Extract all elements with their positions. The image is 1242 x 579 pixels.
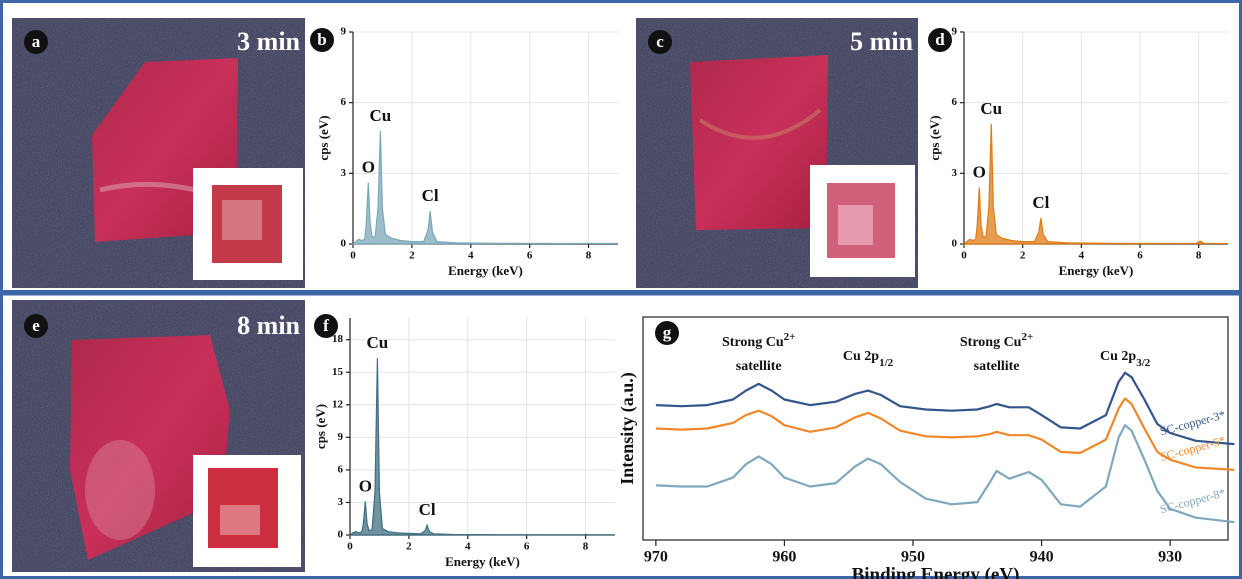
x-tick-label: 970 — [644, 549, 668, 566]
panel-label: c — [656, 32, 664, 51]
panel-label: g — [663, 323, 672, 342]
photo — [12, 18, 305, 288]
peak-label: Cl — [419, 500, 436, 519]
y-tick-label: 12 — [332, 398, 344, 410]
spectrum — [962, 123, 1229, 245]
peak-label-text: Strong Cu — [722, 335, 784, 350]
panel-badge — [24, 314, 48, 338]
y-axis-title: cps (eV) — [927, 115, 942, 160]
y-tick-label: 6 — [341, 96, 347, 108]
x-tick-label: 0 — [961, 250, 967, 262]
y-tick-label: 6 — [952, 96, 958, 108]
x-tick-label: 4 — [1079, 250, 1085, 262]
y-tick-label: 3 — [952, 167, 958, 179]
peak-label: Strong Cu2+ — [960, 331, 1033, 351]
peak-label-text: Cu 2p — [843, 349, 879, 364]
y-tick-label: 15 — [332, 366, 344, 378]
peak-label-sup: 2+ — [1021, 331, 1033, 343]
panel-badge — [655, 321, 679, 345]
series-line — [655, 424, 1235, 524]
y-tick-label: 0 — [952, 238, 958, 250]
y-axis-title: cps (eV) — [316, 115, 331, 160]
x-tick-label: 950 — [901, 549, 925, 566]
peak-label-sub: 1/2 — [879, 357, 894, 369]
panel-badge — [648, 30, 672, 54]
panel-badge — [310, 28, 334, 52]
photo-caption: 8 min — [237, 311, 300, 340]
x-tick-label: 6 — [1137, 250, 1143, 262]
x-tick-label: 2 — [1020, 250, 1026, 262]
spectrum — [348, 358, 616, 536]
panel-label: f — [323, 316, 329, 335]
frame — [0, 0, 1242, 293]
x-tick-label: 960 — [772, 549, 796, 566]
peak-label-sup: 2+ — [784, 331, 796, 343]
plot-area — [350, 318, 615, 535]
peak-label: Strong Cu2+ — [722, 331, 795, 351]
peak-label: O — [359, 476, 372, 495]
x-tick-label: 4 — [465, 541, 471, 553]
panel-badge — [314, 314, 338, 338]
x-tick-label: 2 — [409, 250, 415, 262]
peak-label: O — [362, 158, 375, 177]
y-tick-label: 3 — [341, 167, 347, 179]
y-tick-label: 0 — [341, 238, 347, 250]
photo-caption: 3 min — [237, 27, 300, 56]
y-axis-title: Intensity (a.u.) — [617, 372, 638, 485]
y-tick-label: 9 — [338, 431, 344, 443]
peak-label: Cu — [980, 99, 1002, 118]
x-axis-title: Energy (keV) — [445, 554, 520, 569]
plot-area — [964, 32, 1228, 244]
frame — [0, 292, 1242, 579]
x-tick-label: 8 — [1196, 250, 1202, 262]
panel-label: b — [317, 30, 326, 49]
photo — [12, 300, 305, 572]
peak-label: Cl — [422, 186, 439, 205]
y-tick-label: 3 — [338, 496, 344, 508]
series-line — [655, 397, 1235, 471]
y-tick-label: 9 — [952, 26, 958, 38]
panel-badge — [928, 28, 952, 52]
peak-label-line2: satellite — [974, 359, 1020, 374]
peak-label: Cu 2p3/2 — [1100, 349, 1151, 368]
photo-caption: 5 min — [850, 27, 913, 56]
x-tick-label: 0 — [347, 541, 353, 553]
spectrum — [351, 130, 619, 245]
x-tick-label: 8 — [586, 250, 592, 262]
x-axis-title: Energy (keV) — [1059, 263, 1134, 278]
peak-label-text: Cu 2p — [1100, 349, 1136, 364]
x-tick-label: 940 — [1030, 549, 1054, 566]
x-tick-label: 2 — [406, 541, 412, 553]
x-tick-label: 6 — [524, 541, 530, 553]
plot-area — [353, 32, 618, 244]
series-line — [655, 371, 1235, 446]
x-tick-label: 0 — [350, 250, 356, 262]
peak-label-line2: satellite — [736, 359, 782, 374]
y-tick-label: 0 — [338, 529, 344, 541]
x-axis-title: Energy (keV) — [448, 263, 523, 278]
panel-label: d — [935, 30, 945, 49]
x-axis-title: Binding Energy (eV) — [852, 564, 1020, 579]
peak-label: O — [973, 162, 986, 181]
panel-label: a — [32, 32, 41, 51]
y-axis-title: cps (eV) — [313, 404, 328, 449]
peak-label: Cu — [367, 333, 389, 352]
peak-label: Cu 2p1/2 — [843, 349, 894, 368]
photo — [636, 18, 918, 288]
x-tick-label: 4 — [468, 250, 474, 262]
peak-label-text: Strong Cu — [960, 335, 1022, 350]
peak-label: Cu — [370, 106, 392, 125]
x-tick-label: 930 — [1158, 549, 1182, 566]
y-tick-label: 18 — [332, 333, 344, 345]
peak-label-sub: 3/2 — [1136, 357, 1151, 369]
x-tick-label: 6 — [527, 250, 533, 262]
peak-label: Cl — [1032, 193, 1049, 212]
panel-badge — [24, 30, 48, 54]
y-tick-label: 9 — [341, 26, 347, 38]
plot-area — [642, 316, 1229, 541]
panel-label: e — [32, 316, 40, 335]
y-tick-label: 6 — [338, 463, 344, 475]
x-tick-label: 8 — [583, 541, 589, 553]
